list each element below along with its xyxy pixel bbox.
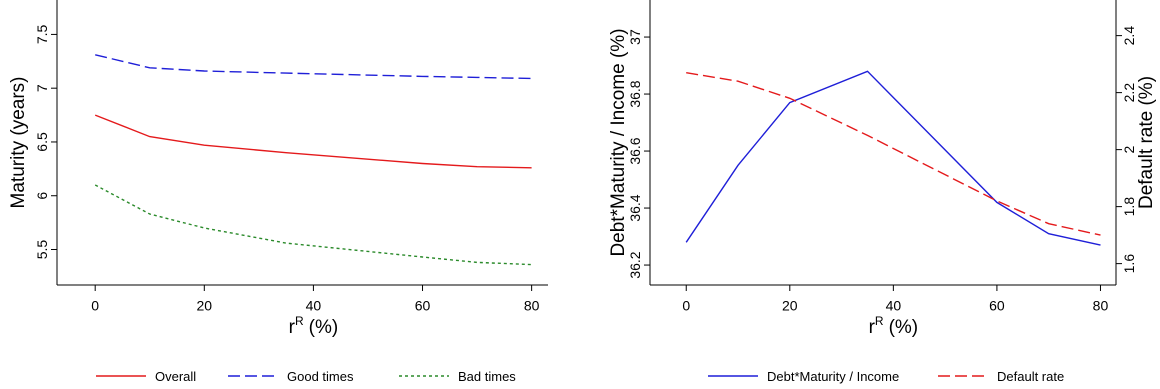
legend-label: Debt*Maturity / Income bbox=[767, 369, 899, 384]
x-tick-label: 20 bbox=[197, 297, 213, 313]
series-line-overall bbox=[94, 114, 532, 169]
y-tick-label: 6 bbox=[34, 192, 50, 200]
y-axis-label: Debt*Maturity / Income (%) bbox=[608, 28, 629, 256]
x-axis-label: rR (%) bbox=[289, 314, 339, 338]
y-axis-right-label: Default rate (%) bbox=[1136, 76, 1157, 209]
series-line-bad-times bbox=[94, 184, 532, 266]
x-axis-label-sup: R bbox=[875, 314, 884, 328]
legend-label: Bad times bbox=[458, 369, 516, 384]
y-tick-label: 5.5 bbox=[34, 240, 50, 260]
x-axis-label-unit: (%) bbox=[889, 317, 919, 338]
y-right-tick-label: 2.2 bbox=[1121, 83, 1137, 103]
legend-label: Overall bbox=[155, 369, 196, 384]
y-tick-label: 7.5 bbox=[34, 24, 50, 44]
x-tick-label: 20 bbox=[782, 297, 798, 313]
legend-label: Good times bbox=[287, 369, 354, 384]
series-line-default-rate bbox=[686, 72, 1101, 236]
x-tick-label: 60 bbox=[415, 297, 431, 313]
y-axis-label: Maturity (years) bbox=[8, 77, 29, 209]
y-right-tick-label: 2.4 bbox=[1121, 26, 1137, 46]
y-tick-label: 36.6 bbox=[627, 137, 643, 164]
x-tick-label: 80 bbox=[1093, 297, 1109, 313]
x-tick-label: 0 bbox=[682, 297, 690, 313]
y-right-tick-label: 2 bbox=[1121, 146, 1137, 154]
x-axis-label-unit: (%) bbox=[309, 317, 339, 338]
x-axis-label-var: r bbox=[289, 317, 296, 338]
y-right-tick-label: 1.8 bbox=[1121, 197, 1137, 217]
x-tick-label: 40 bbox=[306, 297, 322, 313]
y-tick-label: 36.8 bbox=[627, 80, 643, 107]
x-axis-label-var: r bbox=[869, 317, 876, 338]
legend: Overall Good times Bad times bbox=[96, 369, 516, 384]
y-tick-label: 36.2 bbox=[627, 251, 643, 278]
y-tick-label: 37 bbox=[627, 29, 643, 45]
x-axis-label-sup: R bbox=[295, 314, 304, 328]
chart-panel-1: 0 20 40 60 80 5.5 6 6.5 7 7.5 Maturity (years) rR (%… bbox=[8, 0, 548, 384]
y-tick-label: 36.4 bbox=[627, 194, 643, 221]
x-tick-label: 80 bbox=[524, 297, 540, 313]
x-axis-label: rR (%) bbox=[869, 314, 919, 338]
x-tick-label: 0 bbox=[91, 297, 99, 313]
legend: Debt*Maturity / Income Default rate bbox=[708, 369, 1064, 384]
x-tick-label: 40 bbox=[886, 297, 902, 313]
y-tick-label: 7 bbox=[34, 84, 50, 92]
y-tick-label: 6.5 bbox=[34, 132, 50, 152]
series-line-good-times bbox=[95, 54, 532, 80]
series-line-debt-maturity-income bbox=[685, 70, 1101, 246]
legend-label: Default rate bbox=[997, 369, 1064, 384]
y-right-tick-label: 1.6 bbox=[1121, 254, 1137, 274]
chart-panel-2: 0 20 40 60 80 36.2 36.4 36.6 36.8 37 1.6 1.8 2 2.2 2.4… bbox=[608, 0, 1157, 384]
x-tick-label: 60 bbox=[989, 297, 1005, 313]
